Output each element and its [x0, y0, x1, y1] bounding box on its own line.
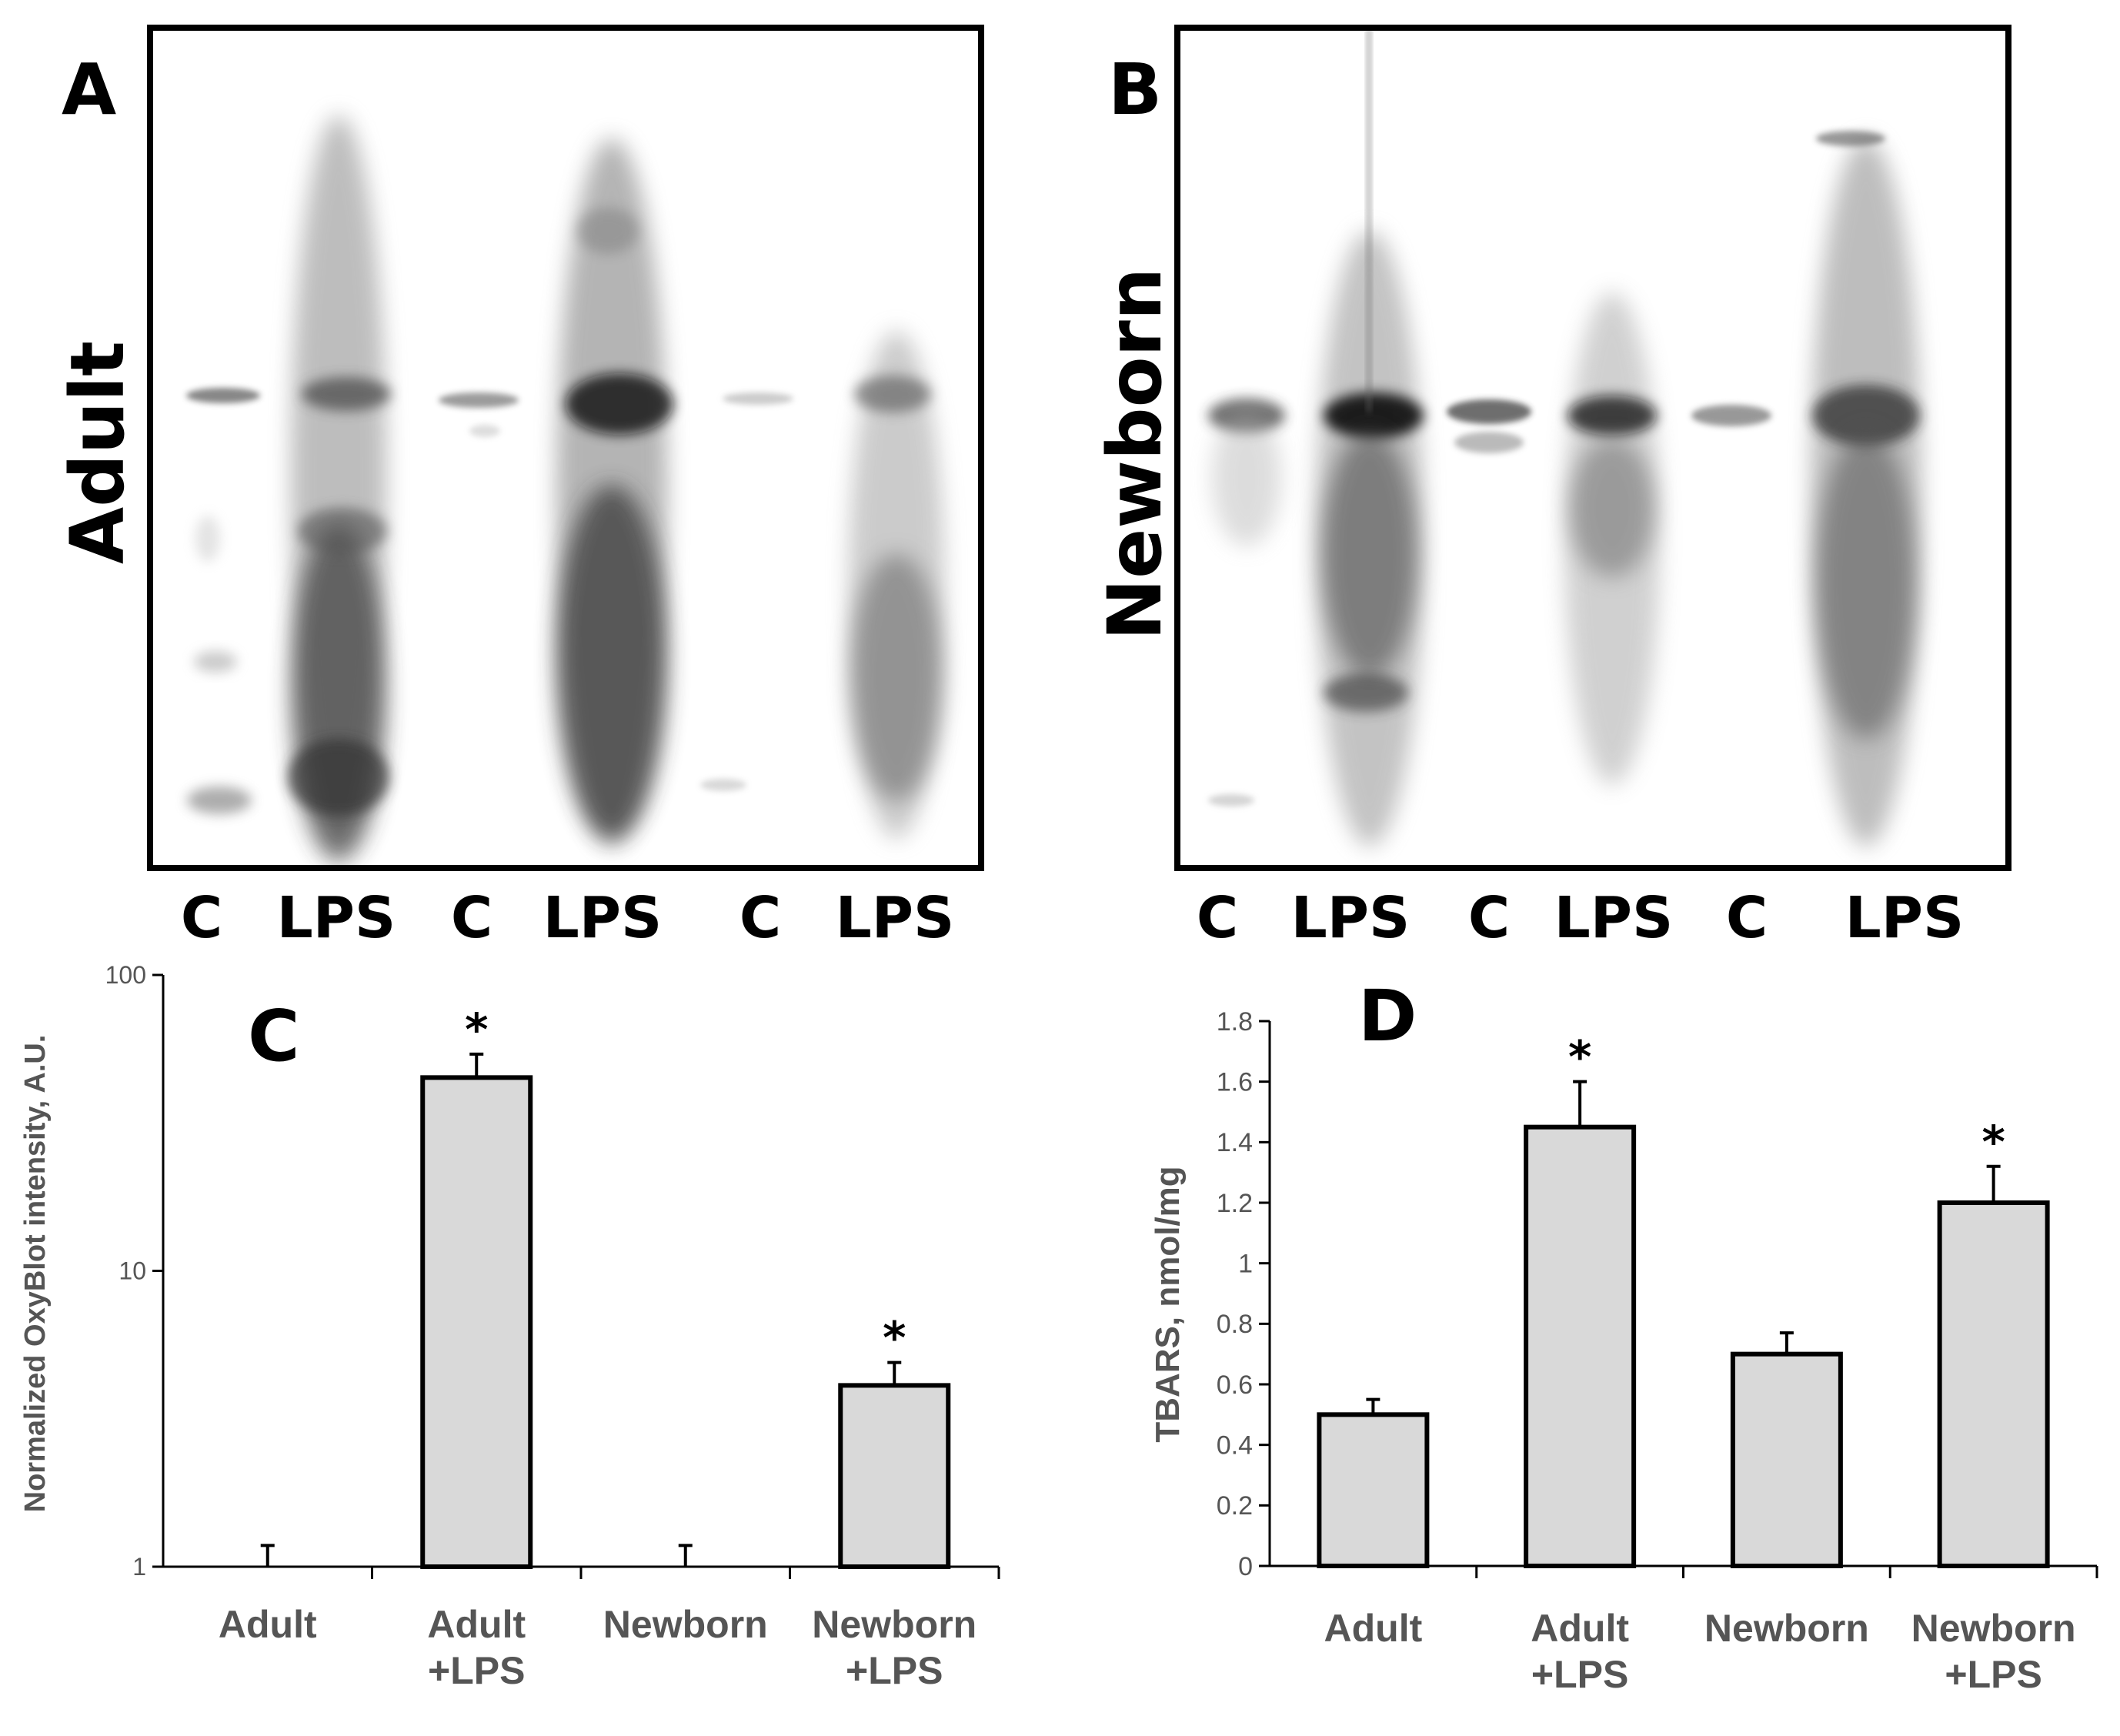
blot-a-lane-4 — [556, 139, 673, 846]
blot-b-lane-4 — [1564, 292, 1660, 785]
y-tick-label: 1 — [1238, 1250, 1253, 1279]
y-tick-label: 1.2 — [1217, 1189, 1253, 1218]
x-category-label: Adult — [1324, 1607, 1423, 1650]
blot-a-lane-label-1: C — [181, 885, 222, 951]
y-tick-label: 0.6 — [1217, 1370, 1253, 1400]
blot-a-lane-labels: C LPS C LPS C LPS — [181, 885, 955, 951]
y-tick-label: 100 — [105, 961, 146, 989]
panel-b-letter: B — [1108, 48, 1162, 131]
blot-b-lane-labels: C LPS C LPS C LPS — [1197, 885, 1965, 951]
bar — [838, 1383, 951, 1570]
blot-b-lane-label-3: C — [1468, 885, 1510, 951]
blot-a-lane-5 — [700, 392, 793, 791]
x-category-label: +LPS — [1945, 1653, 2042, 1696]
blot-a-lane-1 — [186, 388, 260, 814]
chart-d: D TBARS, nmol/mg 0 0.2 0.4 0.6 0.8 1 1.2 1.4 1.6… — [1149, 975, 2098, 1696]
x-category-label: Newborn — [1704, 1607, 1869, 1650]
bar — [1730, 1351, 1843, 1568]
panel-d-letter: D — [1358, 975, 1417, 1057]
blot-a-lane-6 — [849, 331, 944, 839]
chart-d-marks: ** — [1317, 1031, 2050, 1569]
blot-b-lane-5 — [1691, 405, 1771, 426]
blot-a-lane-label-6: LPS — [836, 885, 955, 951]
blot-a-lane-label-3: C — [451, 885, 492, 951]
significance-marker: * — [883, 1312, 906, 1364]
x-category-label: Adult — [219, 1603, 317, 1646]
significance-marker: * — [1568, 1031, 1591, 1083]
y-tick-label: 0.4 — [1217, 1431, 1253, 1461]
y-tick-label: 10 — [119, 1257, 146, 1285]
y-tick-label: 1.4 — [1217, 1128, 1253, 1157]
bar — [1524, 1124, 1637, 1568]
panel-c-letter: C — [248, 995, 300, 1077]
blot-b-lane-label-5: C — [1726, 885, 1768, 951]
chart-c-marks: ** — [260, 1003, 951, 1570]
blot-a-lane-label-2: LPS — [277, 885, 396, 951]
x-category-label: Newborn — [603, 1603, 768, 1646]
x-category-label: Adult — [1531, 1607, 1629, 1650]
blot-b-lane-label-1: C — [1197, 885, 1238, 951]
y-tick-label: 0.2 — [1217, 1491, 1253, 1521]
x-category-label: +LPS — [428, 1649, 525, 1692]
significance-marker: * — [465, 1003, 488, 1056]
blot-b-lane-2 — [1316, 28, 1424, 846]
blot-b-lane-label-2: LPS — [1291, 885, 1411, 951]
blot-b-lane-label-6: LPS — [1845, 885, 1965, 951]
x-category-label: Newborn — [812, 1603, 977, 1646]
blot-b-lane-1 — [1208, 399, 1285, 806]
blot-b-side-label: Newborn — [1092, 268, 1178, 641]
x-category-label: +LPS — [1531, 1653, 1628, 1696]
blot-a-lane-label-5: C — [739, 885, 781, 951]
blot-b-lanes — [1208, 28, 1921, 846]
x-category-label: Adult — [427, 1603, 526, 1646]
blot-a-lane-label-4: LPS — [543, 885, 663, 951]
x-category-label: Newborn — [1911, 1607, 2076, 1650]
blot-b-lane-6 — [1811, 131, 1921, 846]
chart-c: C Normalized OxyBlot intensity, A.U. 1 10… — [19, 961, 1000, 1692]
blot-panel-a: A Adult — [55, 25, 984, 951]
y-tick-label: 0.8 — [1217, 1310, 1253, 1339]
chart-c-y-axis-title: Normalized OxyBlot intensity, A.U. — [19, 1035, 52, 1513]
panel-a-letter: A — [62, 48, 116, 131]
blot-b-lane-label-4: LPS — [1554, 885, 1674, 951]
y-tick-label: 1 — [132, 1553, 146, 1581]
blot-a-lane-3 — [439, 392, 519, 437]
y-tick-label: 0 — [1238, 1552, 1253, 1581]
blot-a-lane-2 — [288, 115, 391, 862]
bar — [1317, 1412, 1430, 1569]
blot-a-lanes — [186, 115, 944, 862]
chart-d-y-axis-title: TBARS, nmol/mg — [1149, 1166, 1187, 1442]
y-tick-label: 1.6 — [1217, 1068, 1253, 1097]
blot-a-frame — [147, 25, 984, 871]
blot-b-lane-3 — [1447, 399, 1531, 453]
y-tick-label: 1.8 — [1217, 1007, 1253, 1037]
blot-b-frame — [1174, 25, 2011, 871]
significance-marker: * — [1981, 1116, 2005, 1168]
bar — [420, 1075, 533, 1570]
blot-panel-b: B Newborn — [1092, 25, 2011, 951]
blot-a-side-label: Adult — [55, 341, 141, 564]
bar — [1937, 1200, 2050, 1568]
x-category-label: +LPS — [846, 1649, 943, 1692]
